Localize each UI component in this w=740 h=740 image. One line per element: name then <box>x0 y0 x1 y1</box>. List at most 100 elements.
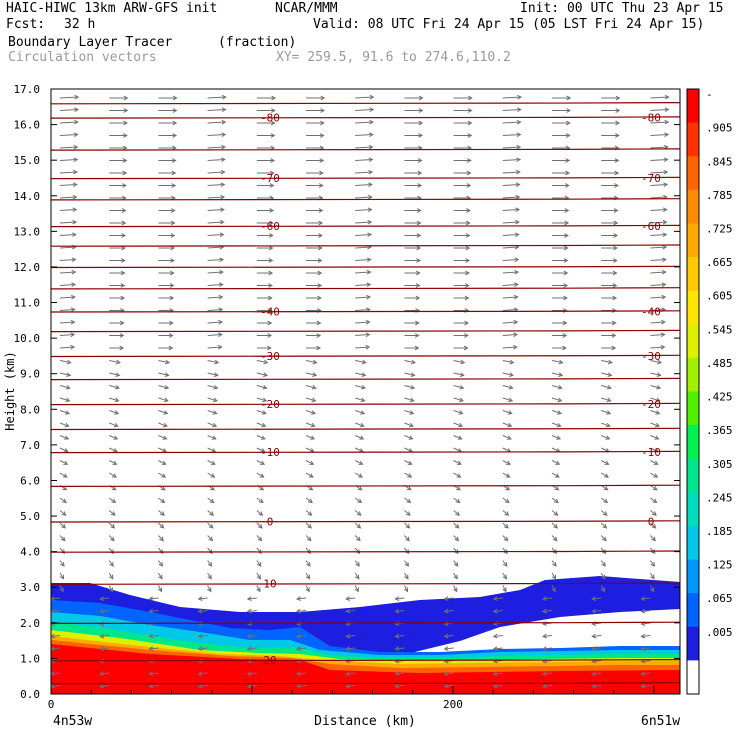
circulation-vector <box>51 610 61 612</box>
circulation-vector-head <box>114 384 121 390</box>
circulation-vector <box>51 635 61 637</box>
colorbar-label: .245 <box>706 491 733 504</box>
circulation-vector-head <box>268 258 274 263</box>
circulation-vector-head <box>662 232 668 238</box>
circulation-vector-head <box>416 258 421 263</box>
y-tick-label: 3.0 <box>20 581 40 594</box>
circulation-vector <box>158 497 165 503</box>
isotherm-line <box>51 287 680 290</box>
circulation-vector <box>650 159 668 161</box>
circulation-vector-head <box>664 107 670 113</box>
circulation-vector <box>600 497 608 503</box>
circulation-vector-head <box>566 108 572 113</box>
circulation-vector <box>650 321 665 324</box>
circulation-vector <box>108 497 116 503</box>
isotherm-line <box>51 659 680 662</box>
y-tick-label: 8.0 <box>20 403 40 416</box>
circulation-vector-head <box>591 633 597 639</box>
circulation-vector <box>59 271 76 274</box>
circulation-vector <box>502 385 513 389</box>
circulation-vector-head <box>160 498 166 504</box>
circulation-vector-head <box>464 295 470 301</box>
circulation-vector-head <box>553 523 558 529</box>
circulation-vector-head <box>564 183 570 188</box>
circulation-vector <box>59 146 78 149</box>
circulation-vector <box>59 296 75 299</box>
circulation-vector <box>59 109 79 111</box>
circulation-vector-head <box>652 498 658 504</box>
isotherm-label: -70 <box>260 172 280 185</box>
colorbar-swatch <box>687 559 699 594</box>
circulation-vector-head <box>218 319 224 325</box>
circulation-vector-head <box>405 511 411 516</box>
circulation-vector-head <box>246 671 252 676</box>
circulation-vector-head <box>615 120 621 126</box>
circulation-vector <box>502 422 512 427</box>
circulation-vector-head <box>267 345 272 351</box>
circulation-vector <box>305 435 315 440</box>
circulation-vector <box>650 184 668 186</box>
circulation-vector-head <box>159 536 164 542</box>
circulation-vector-head <box>263 359 269 365</box>
circulation-vector-head <box>256 561 262 567</box>
circulation-vector <box>207 385 218 389</box>
header-vectors: Circulation vectors <box>8 50 157 65</box>
circulation-vector-head <box>269 220 274 226</box>
circulation-vector <box>59 397 70 402</box>
circulation-vector-head <box>443 633 449 639</box>
circulation-vector <box>108 522 115 529</box>
circulation-vector <box>403 560 409 567</box>
circulation-vector-head <box>207 574 212 580</box>
circulation-vector <box>650 96 669 99</box>
circulation-vector-head <box>456 460 462 465</box>
circulation-vector <box>305 497 313 503</box>
circulation-vector-head <box>505 485 511 491</box>
circulation-vector <box>355 271 371 274</box>
circulation-vector-head <box>504 498 510 504</box>
circulation-vector-head <box>516 157 522 163</box>
circulation-vector-head <box>72 232 77 238</box>
circulation-vector <box>592 660 602 662</box>
circulation-vector <box>256 372 268 376</box>
circulation-vector <box>59 121 78 124</box>
circulation-vector-head <box>454 549 459 555</box>
circulation-vector-head <box>605 435 611 440</box>
isotherm-line <box>51 244 680 247</box>
circulation-vector <box>600 522 607 529</box>
circulation-vector-head <box>317 258 323 263</box>
circulation-vector <box>158 472 166 478</box>
circulation-vector <box>502 246 519 249</box>
circulation-vector-head <box>415 320 420 326</box>
circulation-vector-head <box>591 596 597 601</box>
circulation-vector-head <box>260 435 266 440</box>
circulation-vector <box>502 159 520 161</box>
circulation-vector <box>502 497 510 503</box>
circulation-vector-head <box>640 596 646 601</box>
circulation-vector-head <box>217 332 223 338</box>
circulation-vector <box>355 360 366 364</box>
colorbar-swatch <box>687 290 699 325</box>
circulation-vector-head <box>492 683 498 689</box>
circulation-vector-head <box>505 473 511 478</box>
circulation-vector-head <box>506 435 512 440</box>
isotherm-label: -20 <box>641 398 661 411</box>
circulation-vector-head <box>148 646 154 651</box>
circulation-vector-head <box>270 120 276 126</box>
circulation-vector <box>395 597 405 600</box>
circulation-vector-head <box>115 372 121 377</box>
circulation-vector <box>542 635 553 637</box>
circulation-vector <box>59 472 68 478</box>
y-tick-label: 15.0 <box>14 154 41 167</box>
colorbar-swatch <box>687 458 699 493</box>
isotherm-line <box>51 550 680 553</box>
circulation-vector <box>551 372 563 376</box>
circulation-vector-head <box>404 561 410 567</box>
circulation-vector-head <box>123 120 129 126</box>
circulation-vector <box>444 647 454 650</box>
circulation-vector-head <box>562 320 568 326</box>
circulation-vector <box>207 246 224 249</box>
circulation-vector-head <box>564 208 570 213</box>
circulation-vector-head <box>197 658 203 664</box>
circulation-vector-head <box>110 523 116 529</box>
circulation-vector-head <box>368 182 373 188</box>
